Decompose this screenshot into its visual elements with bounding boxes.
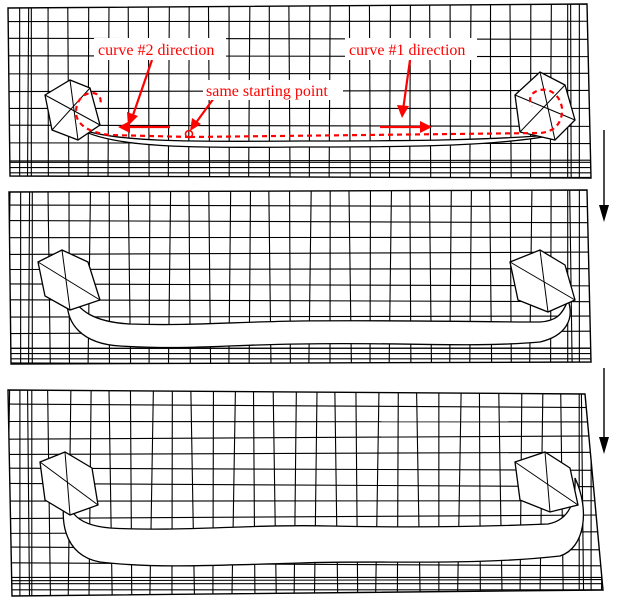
mesh-line (569, 190, 573, 364)
progression-arrow-1 (599, 130, 609, 222)
mesh-line (252, 390, 256, 596)
curve2-arrow (118, 121, 170, 133)
mesh-line (8, 514, 603, 520)
mesh-line (28, 190, 31, 364)
mesh-line (9, 220, 591, 224)
mesh-outline-2 (8, 189, 592, 365)
channel-hole (66, 287, 571, 349)
mesh-line (580, 390, 585, 596)
right-distorted-region-3 (514, 451, 579, 513)
mesh-outline-1 (7, 3, 592, 179)
mesh-line (293, 390, 297, 596)
curve1-label: curve #1 direction (345, 38, 477, 60)
mesh-outline-3 (7, 389, 604, 597)
mesh-panel-2 (8, 189, 592, 365)
mesh-line (498, 390, 503, 596)
left-distorted-region-3 (39, 451, 99, 516)
left-distorted-region-1 (44, 79, 101, 141)
mesh-line (272, 390, 277, 596)
curve2-label: curve #2 direction (94, 38, 226, 60)
starting-point-marker (184, 129, 194, 139)
start-pointer (190, 97, 215, 131)
start-label: same starting point (203, 80, 343, 100)
mesh-line (313, 390, 318, 596)
svg-text:curve #1 direction: curve #1 direction (349, 42, 465, 59)
slit-hole (77, 127, 561, 148)
left-distorted-region-2 (37, 249, 101, 311)
mesh-panel-1: curve #2 direction curve #1 direction sa… (7, 3, 592, 179)
mesh-line (9, 268, 591, 271)
svg-text:same starting point: same starting point (206, 83, 328, 100)
right-distorted-region-1 (514, 71, 576, 141)
mesh-line (8, 482, 603, 488)
mesh-line (9, 315, 591, 318)
progression-arrow-2 (599, 368, 609, 454)
wide-channel-hole (62, 477, 585, 567)
mesh-line (27, 390, 31, 596)
mesh-line (8, 72, 591, 75)
right-distorted-region-2 (509, 249, 576, 313)
mesh-line (334, 390, 339, 596)
mesh-line (8, 159, 591, 162)
mesh-line (108, 390, 113, 596)
mesh-line (8, 124, 591, 127)
curve1-pointer (397, 59, 412, 118)
mesh-line (8, 579, 603, 582)
curve-path-dashed (74, 91, 191, 139)
mesh-line (9, 283, 591, 287)
mesh-line (8, 451, 603, 456)
mesh-line (9, 251, 591, 256)
mesh-line (8, 403, 603, 409)
mesh-line (8, 467, 603, 471)
curve1-arrow (380, 121, 432, 133)
svg-text:curve #2 direction: curve #2 direction (98, 42, 214, 59)
curve2-pointer (127, 59, 154, 126)
mesh-panel-3 (7, 389, 604, 597)
mesh-line (8, 435, 603, 440)
mesh-line (9, 204, 591, 208)
mesh-line (9, 299, 591, 303)
